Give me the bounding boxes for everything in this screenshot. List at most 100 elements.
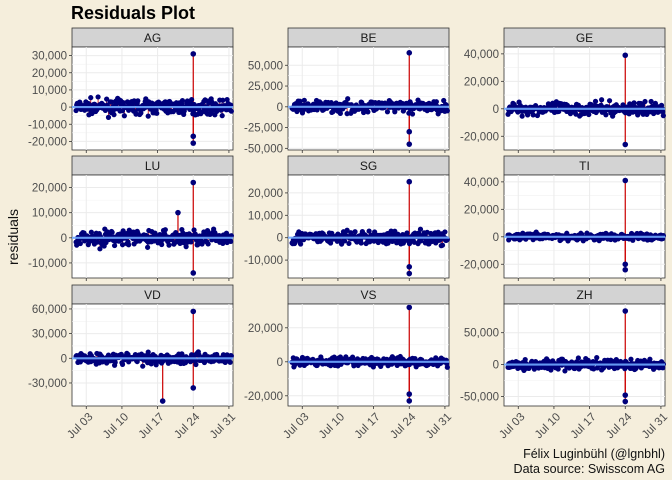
strip-label-be: BE — [360, 31, 376, 45]
residual-point — [298, 241, 304, 247]
residual-point — [352, 229, 358, 235]
residual-point — [586, 111, 592, 118]
outlier-point — [406, 141, 413, 147]
y-tick-label-ge: 40,000 — [464, 49, 499, 61]
outlier-point — [190, 270, 197, 276]
y-tick-label-ag: -10,000 — [28, 119, 67, 131]
residual-point — [166, 242, 172, 248]
strip-label-ge: GE — [576, 31, 593, 45]
panel-bg-be — [287, 46, 450, 151]
residual-point — [154, 110, 160, 116]
outlier-point — [406, 304, 413, 311]
residual-point — [404, 230, 410, 236]
residual-point — [112, 359, 118, 366]
residual-point — [555, 366, 561, 372]
residual-point — [104, 96, 110, 102]
residual-point — [345, 96, 351, 102]
y-tick-label-lu: 10,000 — [32, 208, 67, 220]
panel-vs: VS -20,000 0 20,000 — [244, 284, 450, 409]
y-tick-label-ge: 20,000 — [464, 76, 499, 88]
strip-label-lu: LU — [145, 159, 160, 173]
x-tick-label: Jul 17 — [137, 411, 167, 441]
y-tick-label-lu: 0 — [61, 233, 67, 245]
panel-lu: LU -10,000 0 10,000 20,000 — [28, 155, 234, 281]
residual-point — [188, 239, 194, 245]
residual-point — [220, 97, 226, 103]
x-tick-label: Jul 17 — [353, 411, 383, 441]
panel-ge: GE -20,000 0 20,000 40,000 — [460, 27, 666, 153]
residual-point — [346, 240, 352, 247]
y-tick-label-zh: -50,000 — [460, 391, 499, 403]
strip-label-zh: ZH — [577, 288, 593, 302]
residual-point — [108, 99, 115, 105]
residual-point — [227, 359, 233, 365]
panel-zh: ZH -50,000 0 50,000 — [460, 284, 666, 409]
residual-point — [205, 241, 211, 247]
residual-point — [105, 352, 112, 358]
x-tick-label: Jul 24 — [172, 411, 203, 442]
strip-label-ti: TI — [579, 159, 590, 173]
residual-point — [562, 368, 568, 374]
residual-point — [358, 240, 364, 246]
residual-point — [648, 98, 654, 105]
residual-points-sg — [289, 178, 450, 277]
residual-point — [228, 238, 234, 245]
panel-bg-vs — [287, 303, 450, 407]
outlier-point — [622, 308, 629, 314]
residual-point — [121, 113, 127, 119]
panel-bg-ti — [503, 174, 666, 279]
residual-point — [599, 97, 605, 103]
residual-point — [531, 366, 537, 372]
residual-point — [109, 229, 115, 235]
y-tick-label-vd: 30,000 — [32, 329, 67, 341]
caption-source: Data source: Swisscom AG — [513, 462, 665, 476]
outlier-point — [175, 209, 181, 216]
panel-ti: TI -20,000 0 20,000 40,000 — [460, 155, 666, 281]
caption-author: Félix Luginbühl (@lgnbhl) — [523, 447, 665, 461]
residual-point — [77, 240, 83, 247]
x-tick-label: Jul 03 — [497, 411, 527, 441]
residual-point — [153, 362, 159, 368]
x-tick-label: Jul 10 — [317, 411, 347, 441]
residual-point — [366, 228, 372, 234]
residual-point — [199, 241, 205, 247]
outlier-point — [622, 398, 629, 405]
x-tick-label: Jul 31 — [640, 411, 670, 441]
residual-point — [635, 112, 641, 118]
outlier-point — [622, 266, 629, 273]
residual-point — [433, 99, 439, 105]
residual-point — [119, 361, 126, 367]
y-tick-label-lu: 20,000 — [32, 183, 67, 195]
y-tick-label-ag: 10,000 — [32, 85, 67, 97]
caption: Félix Luginbühl (@lgnbhl) Data source: S… — [514, 447, 665, 477]
y-tick-label-ag: 20,000 — [32, 68, 67, 80]
y-tick-label-vs: 20,000 — [248, 323, 283, 335]
panel-vd: VD -30,000 0 30,000 60,000 — [28, 284, 234, 409]
y-tick-label-be: -50,000 — [244, 143, 283, 155]
chart-title: Residuals Plot — [71, 3, 196, 23]
y-tick-label-be: 25,000 — [248, 81, 283, 93]
x-tick-label: Jul 31 — [424, 411, 454, 441]
residual-point — [444, 108, 450, 114]
residual-point — [342, 238, 348, 244]
outlier-point — [406, 264, 413, 270]
residual-point — [337, 110, 343, 116]
y-tick-label-vs: 0 — [277, 357, 283, 369]
outlier-point — [406, 270, 413, 277]
strip-label-vs: VS — [360, 288, 376, 302]
x-tick-label: Jul 17 — [569, 411, 599, 441]
residual-point — [631, 100, 637, 106]
y-tick-label-vd: 60,000 — [32, 304, 67, 316]
residual-point — [642, 98, 648, 105]
outlier-point — [190, 308, 197, 315]
x-tick-label: Jul 03 — [65, 411, 95, 441]
outlier-point — [190, 179, 197, 186]
residual-point — [138, 110, 144, 116]
residual-point — [548, 367, 554, 373]
y-tick-label-sg: -10,000 — [244, 255, 283, 267]
residual-point — [159, 241, 165, 248]
residual-point — [179, 97, 186, 104]
y-tick-label-be: 0 — [277, 102, 283, 114]
residual-point — [344, 227, 350, 233]
